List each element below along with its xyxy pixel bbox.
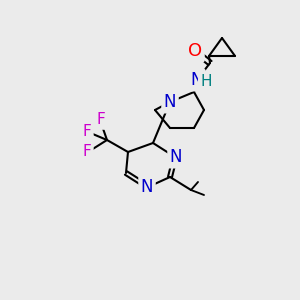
Text: N: N (141, 178, 153, 196)
Text: N: N (191, 71, 203, 89)
Text: N: N (170, 148, 182, 166)
Text: F: F (97, 112, 105, 128)
Text: F: F (82, 145, 91, 160)
Text: F: F (82, 124, 91, 140)
Text: H: H (200, 74, 212, 88)
Text: O: O (188, 42, 202, 60)
Text: N: N (164, 93, 176, 111)
